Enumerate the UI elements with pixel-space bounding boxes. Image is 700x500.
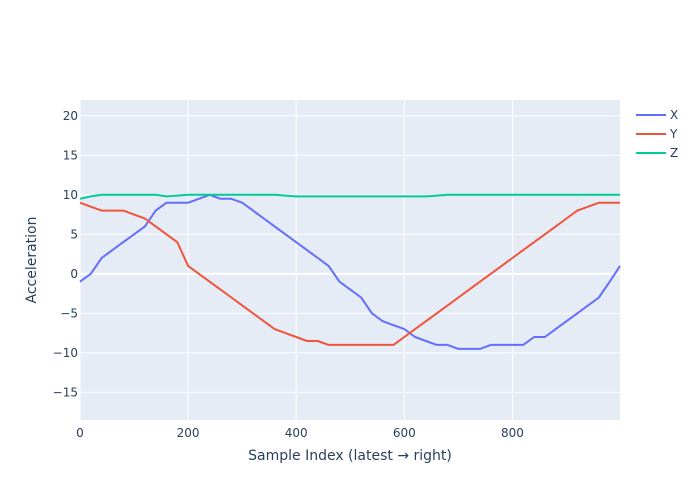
plot-area: [80, 100, 620, 420]
x-axis-ticks: 0 200 400 600 800: [76, 426, 524, 440]
y-tick-label: −15: [53, 385, 78, 399]
y-tick-label: −5: [60, 306, 78, 320]
series-line-z: [79, 193, 620, 200]
y-tick-label: 5: [70, 227, 78, 241]
y-tick-label: −10: [53, 346, 78, 360]
series-layer: [79, 193, 621, 350]
x-tick-label: 0: [76, 426, 84, 440]
legend-item-x[interactable]: X: [636, 108, 678, 122]
legend-label: X: [670, 108, 678, 122]
y-axis-ticks: −15 −10 −5 0 5 10 15 20: [53, 109, 78, 400]
legend-item-y[interactable]: Y: [636, 127, 678, 141]
legend-label: Y: [669, 127, 678, 141]
x-tick-label: 200: [177, 426, 200, 440]
x-axis-title: Sample Index (latest → right): [248, 448, 452, 464]
legend-item-z[interactable]: Z: [636, 146, 678, 160]
x-tick-label: 800: [501, 426, 524, 440]
y-tick-label: 15: [63, 148, 78, 162]
x-tick-label: 600: [393, 426, 416, 440]
y-axis-title: Acceleration: [24, 217, 40, 304]
x-tick-label: 400: [285, 426, 308, 440]
y-tick-label: 10: [63, 188, 78, 202]
grid-lines: [79, 100, 620, 420]
legend[interactable]: XYZ: [636, 108, 678, 160]
y-tick-label: 0: [70, 267, 78, 281]
legend-label: Z: [670, 146, 678, 160]
series-line-x: [79, 193, 621, 350]
y-tick-label: 20: [63, 109, 78, 123]
series-line-y: [79, 201, 620, 346]
